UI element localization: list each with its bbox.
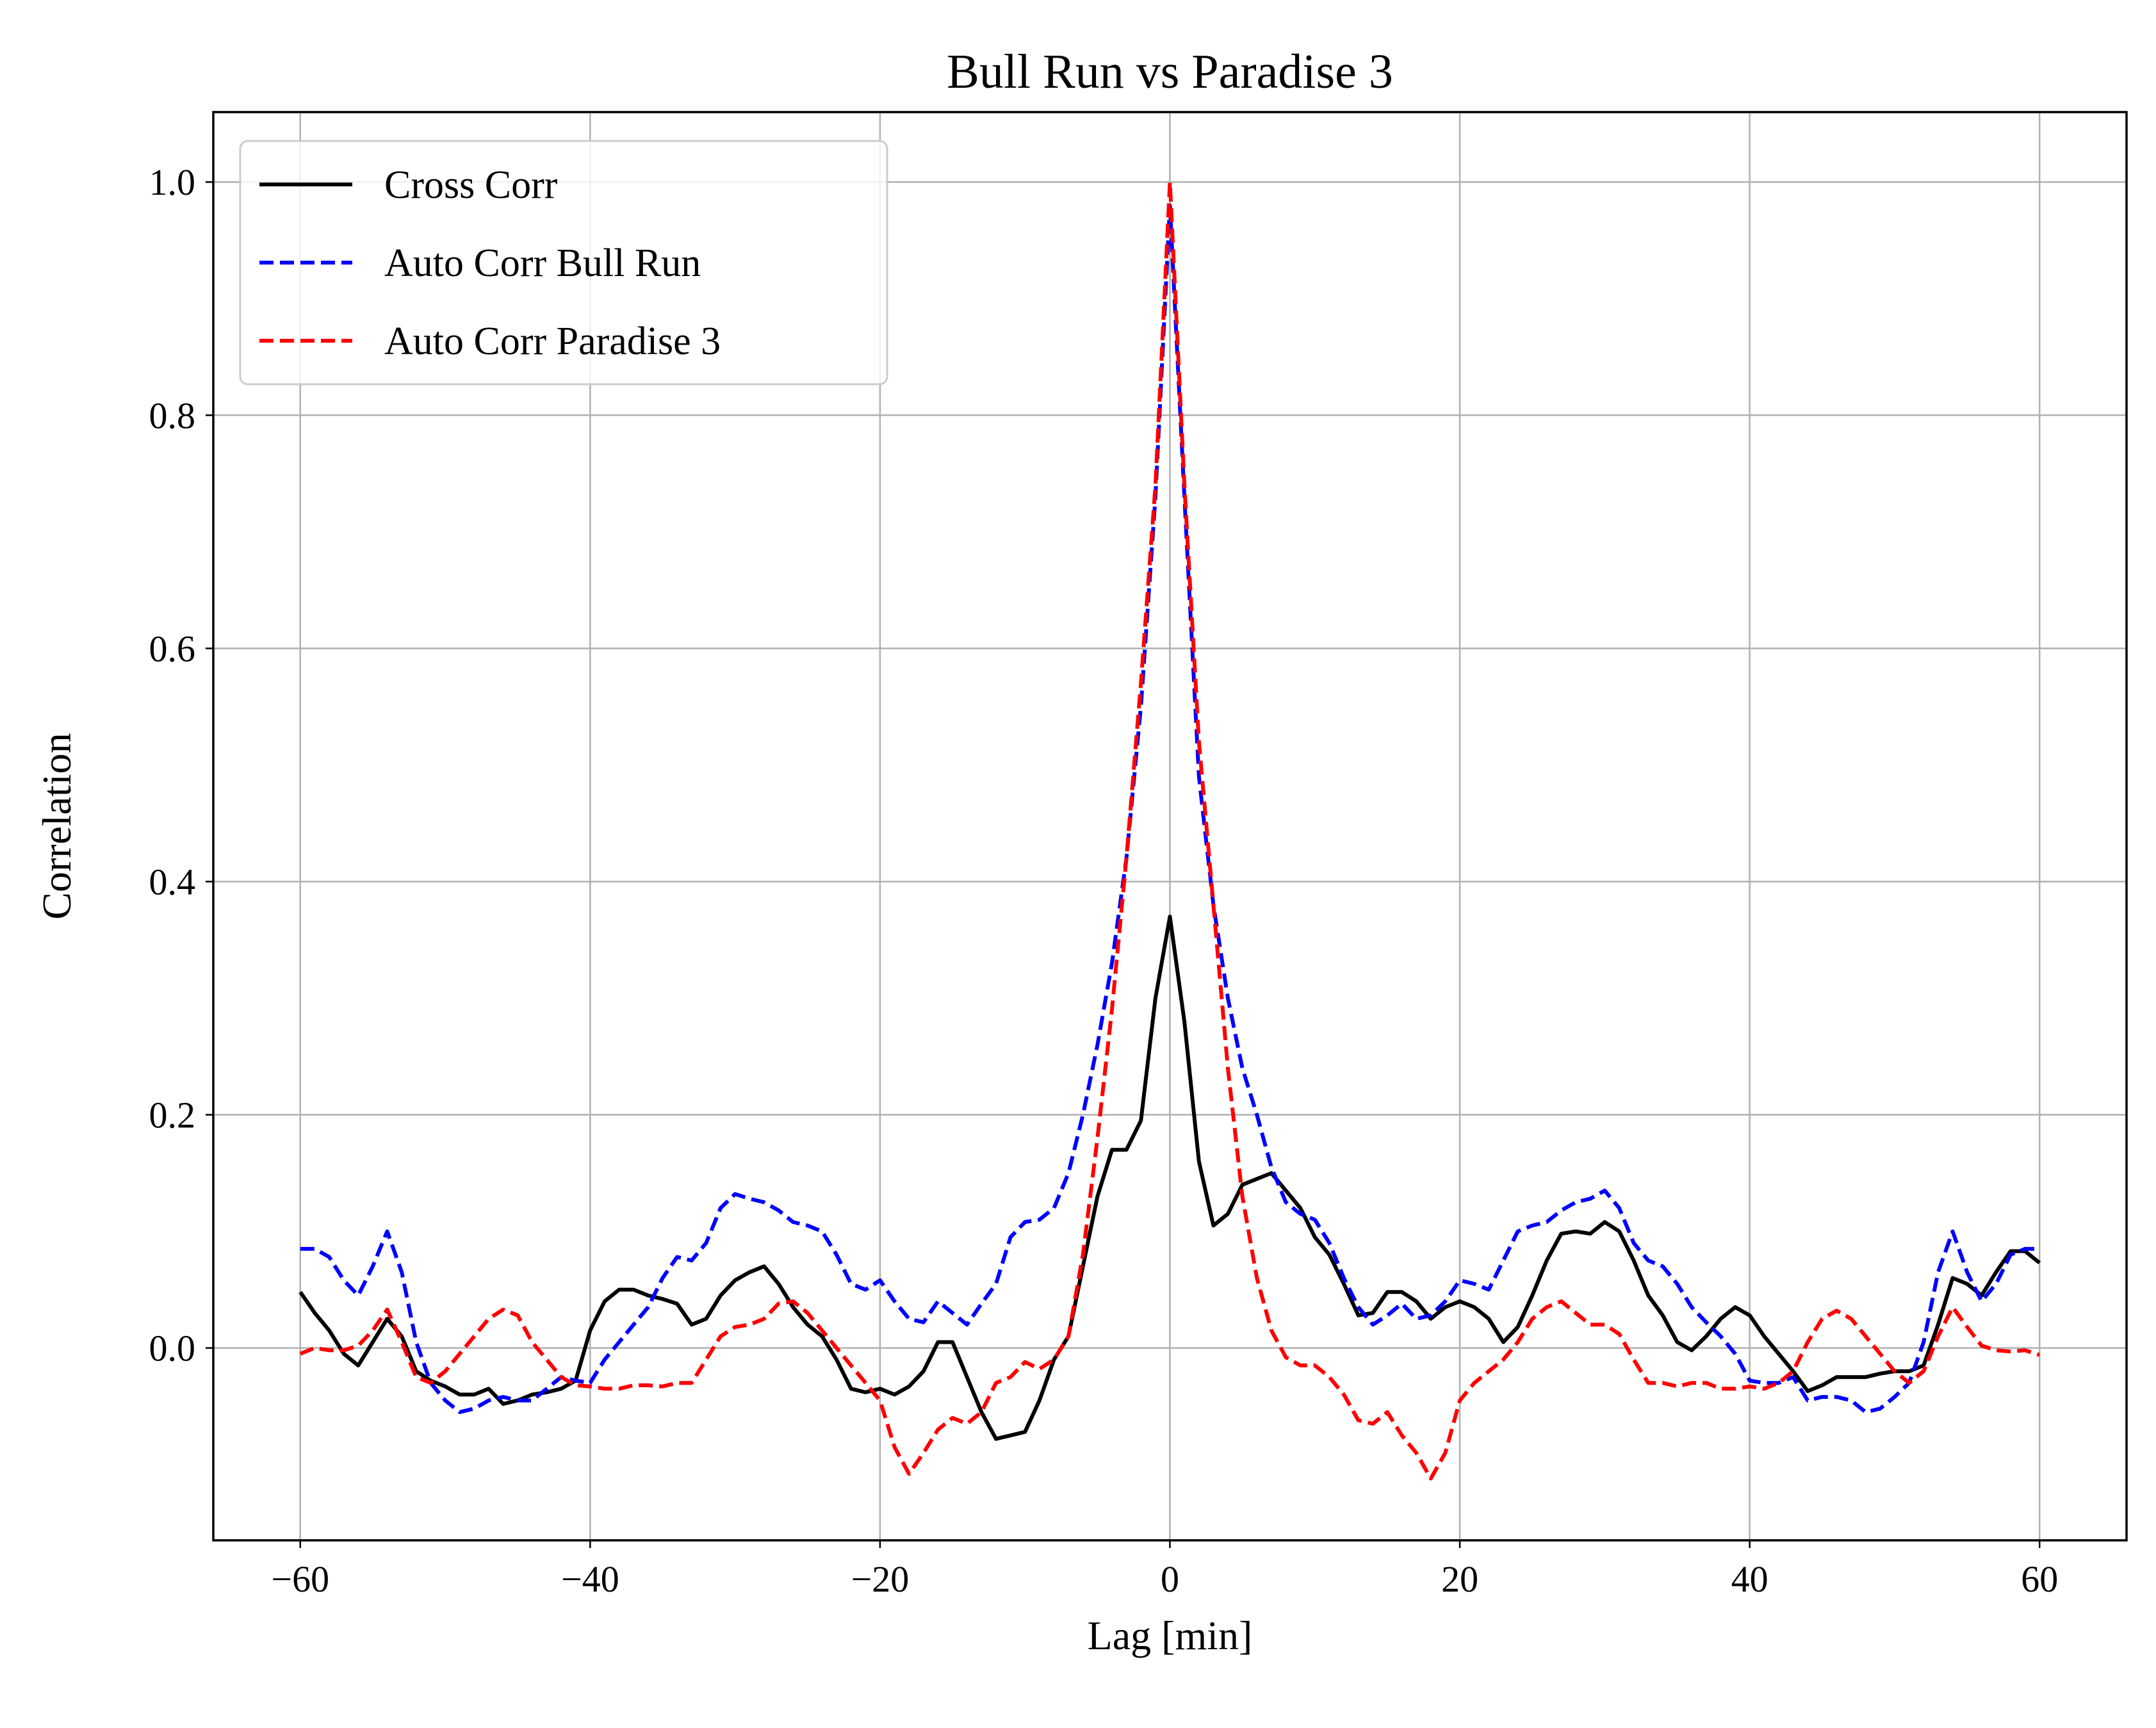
x-tick-label: 20	[1441, 1558, 1478, 1600]
series-layer	[298, 180, 2041, 1481]
legend-label-cross-corr: Cross Corr	[384, 163, 558, 207]
series-line-auto-corr-paradise-3	[299, 180, 2041, 1481]
x-tick-label: −20	[851, 1558, 910, 1600]
chart-title: Bull Run vs Paradise 3	[947, 45, 1393, 99]
x-tick-label: 0	[1161, 1558, 1179, 1600]
legend: Cross Corr Auto Corr Bull Run Auto Corr Pa…	[239, 140, 888, 386]
x-tick-label: 40	[1731, 1558, 1768, 1600]
legend-label-auto-corr-bull-run: Auto Corr Bull Run	[384, 241, 701, 285]
legend-label-auto-corr-paradise-3: Auto Corr Paradise 3	[384, 320, 721, 363]
y-tick-label: 0.6	[149, 628, 196, 669]
x-tick-label: 60	[2021, 1558, 2058, 1600]
series-line-cross-corr	[298, 915, 2041, 1441]
y-tick-label: 1.0	[149, 161, 196, 203]
legend-box	[239, 140, 888, 386]
y-axis-label: Correlation	[34, 733, 79, 919]
x-tick-label: −40	[561, 1558, 619, 1600]
ticks: −60 −40 −20 0 20 40 60 0.0 0.2 0.4 0.6 0.8 1.0	[149, 161, 2059, 1600]
x-axis-label: Lag [min]	[1088, 1613, 1253, 1658]
y-tick-label: 0.0	[149, 1328, 196, 1369]
y-tick-label: 0.4	[149, 861, 196, 902]
y-tick-label: 0.8	[149, 395, 196, 436]
y-tick-label: 0.2	[149, 1095, 196, 1136]
x-tick-label: −60	[271, 1558, 329, 1600]
